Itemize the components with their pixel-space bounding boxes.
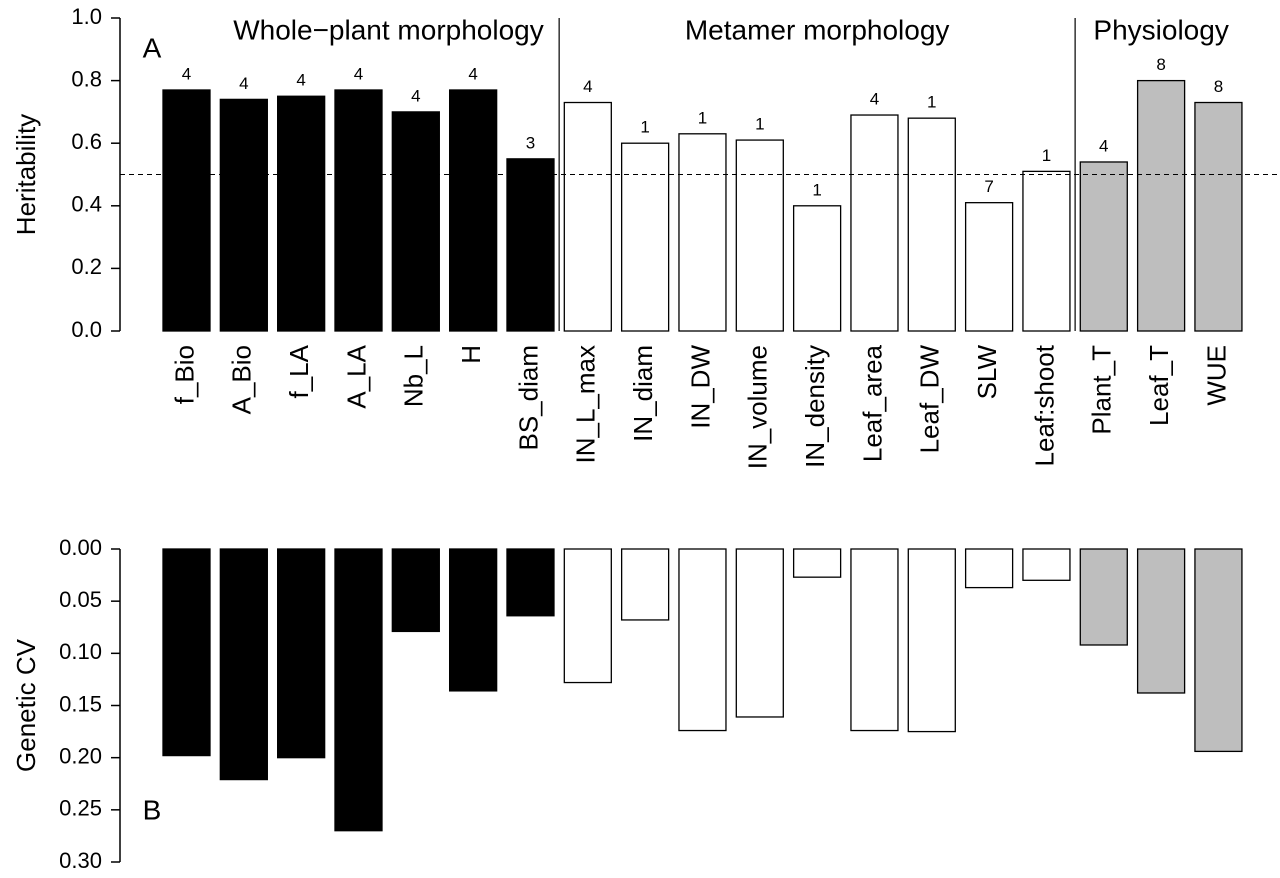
y-tick-label: 0.15	[59, 691, 102, 716]
bar-label: 4	[583, 77, 592, 96]
bar	[448, 89, 498, 332]
x-tick-label: BS_diam	[513, 345, 543, 451]
bar	[506, 158, 555, 332]
y-tick-label: 0.4	[71, 192, 102, 217]
bar-label: 8	[1156, 55, 1165, 74]
bar-label: 1	[927, 93, 936, 112]
bar-label: 1	[812, 180, 821, 199]
bar-label: 1	[640, 118, 649, 137]
y-tick-label: 0.05	[59, 587, 102, 612]
x-tick-label: Leaf_T	[1144, 345, 1174, 426]
y-tick-label: 0.30	[59, 848, 102, 873]
bar-label: 3	[526, 133, 535, 152]
x-tick-label: A_LA	[341, 344, 371, 408]
y-tick-label: 0.00	[59, 535, 102, 560]
bar-label: 1	[755, 115, 764, 134]
x-tick-label: SLW	[972, 345, 1002, 400]
y-tick-label: 0.8	[71, 66, 102, 91]
bar	[620, 142, 670, 332]
bar	[563, 101, 612, 332]
bar	[735, 139, 784, 332]
bar-label: 7	[984, 177, 993, 196]
bar	[219, 548, 268, 781]
x-tick-label: Leaf_area	[857, 344, 887, 462]
bar	[277, 548, 326, 759]
bar	[219, 98, 268, 332]
bar	[391, 548, 440, 633]
y-tick-label: 1.0	[71, 4, 102, 29]
bar	[735, 548, 784, 718]
bar-label: 8	[1214, 77, 1223, 96]
bar	[678, 133, 727, 332]
x-tick-label: IN_diam	[628, 345, 658, 442]
bar	[907, 548, 956, 733]
bar	[850, 548, 899, 732]
bar	[1079, 161, 1128, 332]
bar	[1194, 548, 1243, 753]
bar	[334, 548, 383, 832]
bar-label: 4	[182, 64, 191, 83]
bar	[1136, 79, 1186, 332]
bar	[162, 548, 211, 757]
y-tick-label: 0.6	[71, 129, 102, 154]
x-tick-label: H	[456, 345, 486, 364]
x-tick-label: IN_L_max	[571, 345, 601, 464]
bar-label: 4	[411, 86, 420, 105]
bar-label: 4	[870, 90, 879, 109]
bar-label: 4	[468, 64, 477, 83]
bar	[850, 114, 899, 332]
bar-label: 1	[1042, 146, 1051, 165]
y-tick-label: 0.0	[71, 317, 102, 342]
x-tick-label: IN_density	[800, 345, 830, 468]
x-tick-label: f_Bio	[169, 345, 199, 404]
panel-letter: A	[143, 32, 162, 63]
bar	[448, 548, 498, 692]
x-tick-label: A_Bio	[227, 345, 257, 414]
bar	[1136, 548, 1186, 694]
bar-label: 1	[698, 108, 707, 127]
bar	[277, 95, 326, 332]
bar	[162, 89, 211, 332]
group-label: Metamer morphology	[685, 14, 950, 45]
x-tick-label: IN_DW	[685, 345, 715, 429]
y-tick-label: 0.25	[59, 796, 102, 821]
bar	[506, 548, 555, 617]
bar	[563, 548, 612, 684]
x-tick-label: Leaf:shoot	[1029, 344, 1059, 466]
bar	[792, 548, 842, 578]
bar	[964, 202, 1014, 332]
group-label: Physiology	[1093, 14, 1228, 45]
bar	[620, 548, 670, 621]
bar	[1194, 101, 1243, 332]
x-tick-label: WUE	[1201, 345, 1231, 406]
bar	[907, 117, 956, 332]
bar-label: 4	[1099, 136, 1108, 155]
x-tick-label: IN_volume	[743, 345, 773, 469]
y-tick-label: 0.2	[71, 254, 102, 279]
x-tick-label: Leaf_DW	[915, 345, 945, 454]
y-tick-label: 0.20	[59, 743, 102, 768]
bar	[391, 111, 440, 332]
y-axis-title: Genetic CV	[11, 638, 41, 772]
bar	[964, 548, 1014, 589]
panel-letter: B	[143, 794, 162, 825]
bar-label: 4	[354, 64, 363, 83]
bar	[1022, 170, 1071, 332]
bar	[334, 89, 383, 332]
group-label: Whole−plant morphology	[233, 14, 544, 45]
bar	[1079, 548, 1128, 646]
x-tick-label: Plant_T	[1087, 345, 1117, 435]
bar	[678, 548, 727, 732]
bar-label: 4	[296, 71, 305, 90]
x-tick-label: f_LA	[284, 344, 314, 398]
y-tick-label: 0.10	[59, 639, 102, 664]
bar	[792, 205, 842, 332]
bar	[1022, 548, 1071, 581]
x-tick-label: Nb_L	[399, 345, 429, 407]
bar-label: 4	[239, 74, 248, 93]
y-axis-title: Heritability	[11, 114, 41, 235]
